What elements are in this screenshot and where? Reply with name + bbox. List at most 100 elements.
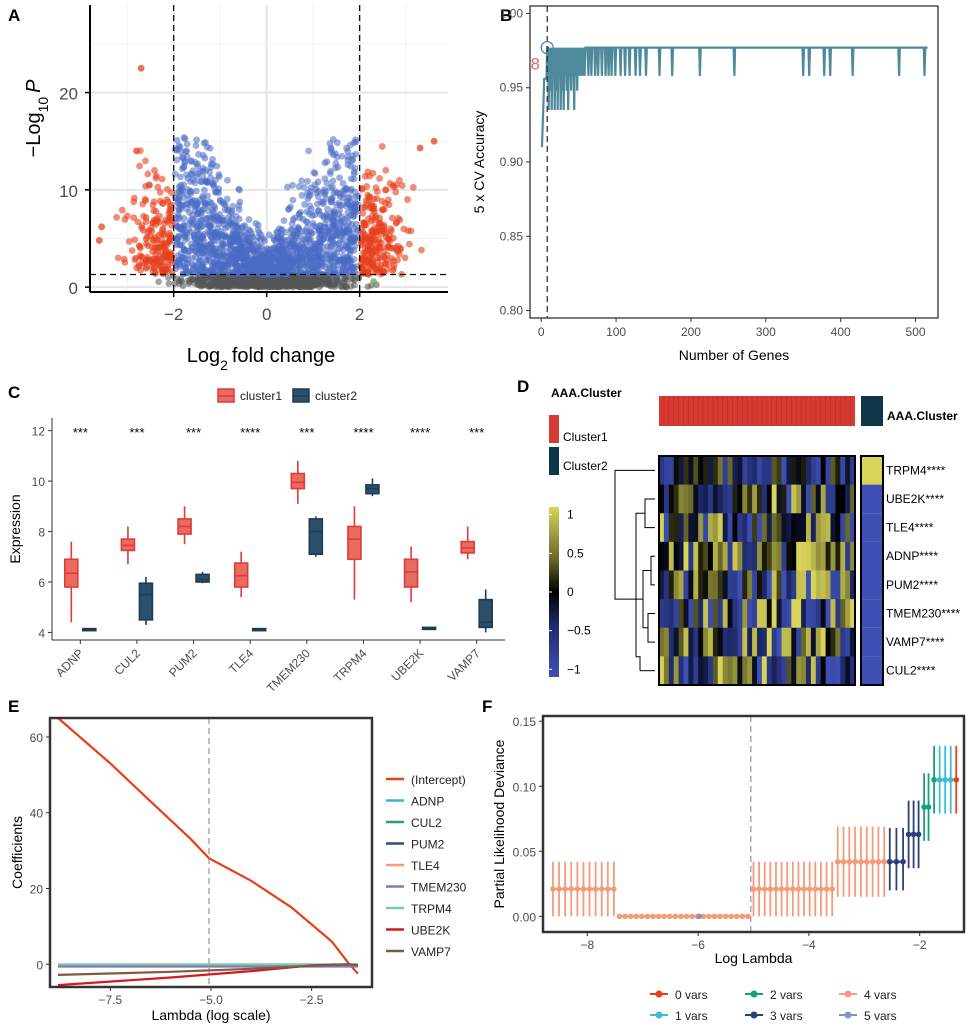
mean-point [550, 886, 556, 892]
sig-fc-point [371, 224, 379, 232]
sig-fc-point [418, 246, 425, 254]
p-point [301, 201, 308, 208]
heatmap-cell [703, 456, 709, 486]
p-point [333, 139, 341, 147]
ns-point [243, 280, 250, 287]
p-point [309, 220, 317, 227]
legend-key-dot [844, 990, 852, 998]
row-label: PUM2**** [886, 578, 938, 592]
p-point [182, 148, 190, 156]
sig-fc-point [159, 199, 166, 207]
heatmap-cell [659, 456, 665, 486]
mean-point [846, 858, 853, 865]
p-point [295, 210, 303, 218]
sig-fc-point [369, 261, 377, 268]
p-point [227, 242, 234, 250]
legend-label: ADNP [411, 795, 444, 809]
sig-fc-point [384, 196, 392, 204]
heatmap-cell [698, 513, 704, 543]
heatmap-cell [840, 456, 846, 486]
p-point [174, 195, 182, 203]
mean-point [627, 913, 634, 920]
heatmap-cell [781, 513, 787, 543]
sig-fc-point [380, 248, 388, 256]
sig-fc-point [130, 198, 138, 206]
heatmap-cell [791, 541, 797, 571]
y-tick-label: 0.10 [513, 780, 537, 794]
x-tick-label: ADNP [53, 646, 86, 679]
heatmap-cell [791, 656, 797, 686]
sig-fc-point [156, 188, 164, 196]
heatmap-cell [781, 570, 787, 600]
p-point [289, 261, 297, 268]
sig-fc-point [150, 207, 158, 215]
p-point [335, 240, 343, 247]
panel-label-e: E [8, 697, 19, 716]
heatmap-cell [727, 541, 733, 571]
legend-label: PUM2 [411, 838, 445, 852]
p-point [197, 178, 204, 186]
x-axis-title: Log2 fold change [187, 345, 335, 373]
p-point [180, 230, 188, 238]
mean-point [717, 913, 723, 920]
sig-fc-point [165, 210, 173, 218]
heatmap-cell [717, 541, 724, 571]
p-point [311, 240, 319, 248]
mean-point [806, 886, 813, 892]
sig-fc-point [392, 188, 400, 196]
p-point [177, 181, 185, 189]
p-point [323, 158, 331, 166]
p-point [245, 269, 253, 277]
p-point [223, 248, 231, 256]
mean-point [580, 886, 587, 892]
cluster2-cell [861, 513, 883, 542]
ns-point [294, 280, 301, 288]
p-point [271, 264, 279, 272]
plot-area [50, 718, 372, 987]
heatmap-cell [663, 541, 670, 571]
p-point [312, 267, 320, 275]
x-tick-label: −6 [691, 938, 705, 952]
heatmap-cell [815, 484, 822, 514]
heatmap-cell [737, 627, 743, 657]
p-point [235, 215, 243, 223]
mean-point [661, 913, 667, 920]
heatmap-cell [850, 627, 856, 657]
p-point [301, 237, 309, 245]
sig-fc-point [370, 202, 378, 210]
heatmap-cell [683, 541, 689, 571]
mean-point [655, 913, 662, 920]
x-tick-label: TLE4 [226, 646, 256, 676]
p-point [231, 246, 239, 254]
ns-point [305, 277, 313, 284]
p-point [330, 216, 338, 224]
heatmap-cell [722, 456, 728, 486]
heatmap-cell [786, 456, 792, 486]
p-point [344, 147, 352, 155]
legend-label: UBE2K [411, 924, 450, 938]
heatmap-cell [791, 484, 797, 514]
heatmap-cell [840, 599, 846, 629]
legend-label-cluster2: Cluster2 [563, 459, 608, 473]
p-point [202, 258, 210, 265]
heatmap-cell [659, 541, 665, 571]
heatmap-cell [688, 484, 694, 514]
heatmap-cell [742, 484, 748, 514]
heatmap-cell [683, 513, 689, 543]
x-axis-title: Log Lambda [715, 950, 793, 966]
p-point [196, 256, 204, 264]
heatmap-cell [659, 599, 665, 629]
heatmap-cell [703, 656, 709, 686]
p-point [205, 223, 213, 231]
p-point [321, 175, 329, 183]
row-label: CUL2**** [886, 664, 936, 678]
heatmap-cell [806, 456, 812, 486]
mean-point [784, 886, 791, 892]
ns-point [273, 283, 281, 291]
p-point [184, 186, 192, 194]
heatmap-cell [742, 456, 748, 486]
p-point [203, 143, 211, 151]
p-point [212, 244, 220, 252]
sig-fc-point [382, 186, 389, 194]
legend-label: 1 vars [675, 1009, 708, 1023]
